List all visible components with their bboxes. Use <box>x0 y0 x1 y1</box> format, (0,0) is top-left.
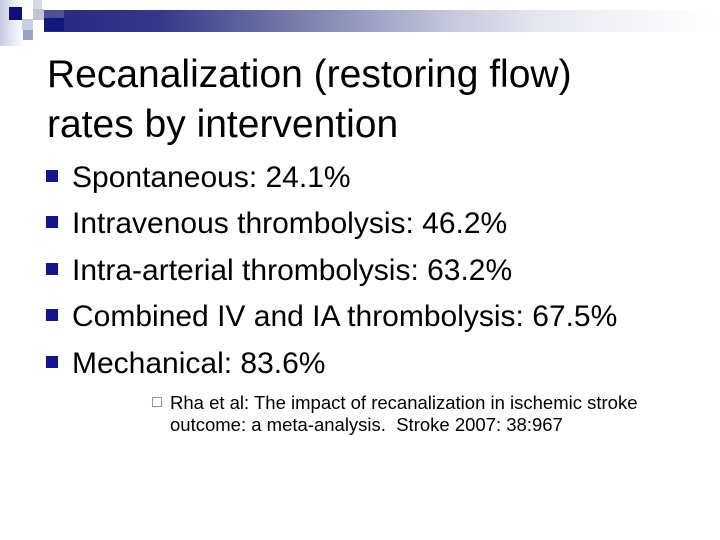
list-item: Combined IV and IA thrombolysis: 67.5% <box>46 294 706 340</box>
list-item-label: Spontaneous: 24.1% <box>72 161 351 194</box>
list-item-label: Mechanical: 83.6% <box>72 346 326 380</box>
pixel-square-light-low-icon <box>22 19 33 30</box>
slide-title: Recanalization (restoring flow) rates by… <box>47 53 572 146</box>
citation-line-2: outcome: a meta-analysis. Stroke 2007: 3… <box>170 414 563 435</box>
list-item-label: Intravenous thrombolysis: 46.2% <box>72 207 508 241</box>
bullet-square-icon <box>46 262 58 275</box>
citation-block: Rha et al: The impact of recanalization … <box>152 392 638 436</box>
list-item-label: Intra-arterial thrombolysis: 63.2% <box>72 253 513 287</box>
bullet-square-icon <box>46 216 58 229</box>
hollow-square-bullet-icon <box>152 397 162 407</box>
bullet-square-icon <box>46 170 58 183</box>
pixel-square-navy-icon <box>9 7 22 20</box>
list-item: Intra-arterial thrombolysis: 63.2% <box>46 248 706 294</box>
bullet-square-icon <box>46 309 58 322</box>
citation-line-1: Rha et al: The impact of recanalization … <box>170 392 638 413</box>
pixel-square-lavender-icon <box>33 9 44 20</box>
pixel-square-light-top-icon <box>33 0 42 9</box>
bullet-list: Spontaneous: 24.1% Intravenous thromboly… <box>46 155 706 387</box>
citation-text: Rha et al: The impact of recanalization … <box>170 392 638 436</box>
list-item-label: Combined IV and IA thrombolysis: 67.5% <box>72 300 618 334</box>
list-item: Intravenous thrombolysis: 46.2% <box>46 201 706 247</box>
list-item: Spontaneous: 24.1% <box>46 155 706 201</box>
header-bar-overlay-light <box>44 10 64 18</box>
header-gradient-bar <box>44 10 720 32</box>
pixel-square-medium-bottom-icon <box>23 30 33 40</box>
header-bar-overlay-dark <box>44 18 64 31</box>
list-item: Mechanical: 83.6% <box>46 341 706 387</box>
bullet-square-icon <box>46 355 58 368</box>
